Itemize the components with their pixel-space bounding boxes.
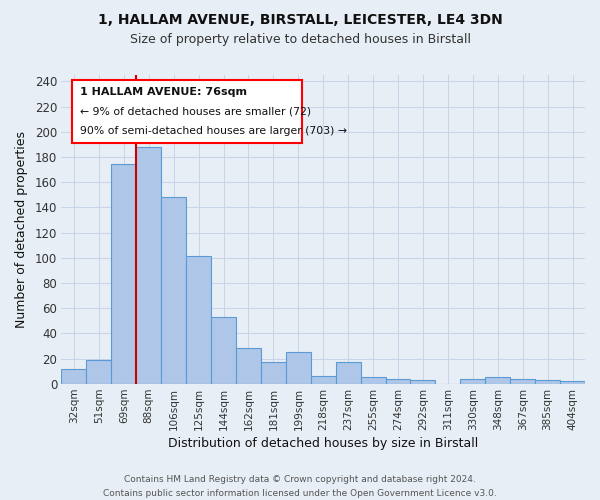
- Bar: [286, 352, 311, 384]
- Text: Size of property relative to detached houses in Birstall: Size of property relative to detached ho…: [130, 32, 470, 46]
- Bar: [535, 380, 560, 384]
- Bar: [261, 362, 286, 384]
- Text: ← 9% of detached houses are smaller (72): ← 9% of detached houses are smaller (72): [80, 106, 311, 117]
- Bar: [485, 378, 510, 384]
- Text: 1 HALLAM AVENUE: 76sqm: 1 HALLAM AVENUE: 76sqm: [80, 88, 247, 98]
- Bar: [410, 380, 436, 384]
- Bar: [136, 147, 161, 384]
- Bar: [236, 348, 261, 384]
- Bar: [311, 376, 336, 384]
- Text: 90% of semi-detached houses are larger (703) →: 90% of semi-detached houses are larger (…: [80, 126, 347, 136]
- Bar: [61, 368, 86, 384]
- Bar: [86, 360, 112, 384]
- FancyBboxPatch shape: [72, 80, 302, 143]
- Bar: [510, 378, 535, 384]
- Bar: [560, 381, 585, 384]
- Text: Contains HM Land Registry data © Crown copyright and database right 2024.
Contai: Contains HM Land Registry data © Crown c…: [103, 476, 497, 498]
- Bar: [386, 378, 410, 384]
- Bar: [336, 362, 361, 384]
- Bar: [460, 378, 485, 384]
- Text: 1, HALLAM AVENUE, BIRSTALL, LEICESTER, LE4 3DN: 1, HALLAM AVENUE, BIRSTALL, LEICESTER, L…: [98, 12, 502, 26]
- Bar: [186, 256, 211, 384]
- Bar: [112, 164, 136, 384]
- Bar: [361, 378, 386, 384]
- Bar: [211, 317, 236, 384]
- X-axis label: Distribution of detached houses by size in Birstall: Distribution of detached houses by size …: [168, 437, 478, 450]
- Bar: [161, 197, 186, 384]
- Y-axis label: Number of detached properties: Number of detached properties: [15, 131, 28, 328]
